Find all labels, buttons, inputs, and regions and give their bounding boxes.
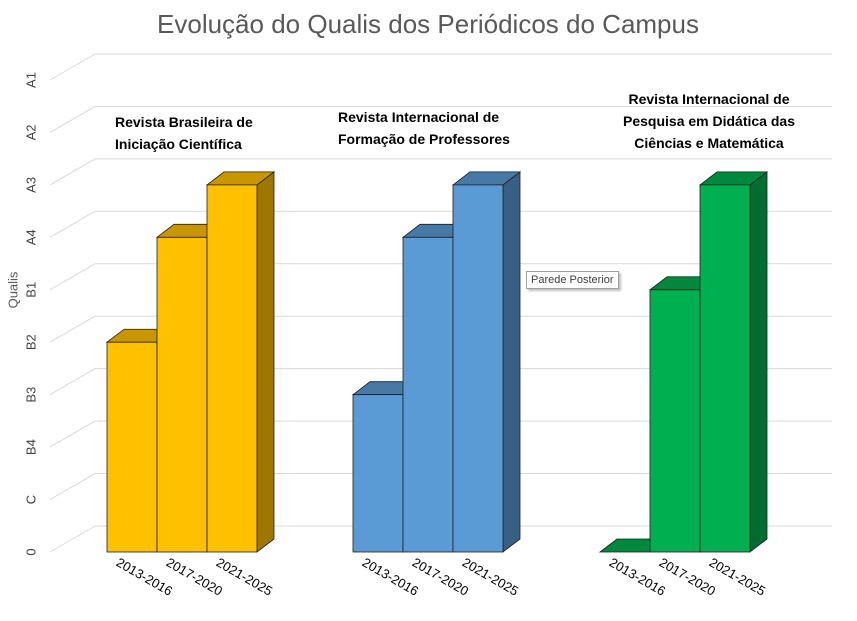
y-tick-label: A2: [23, 124, 38, 140]
y-tick-label: A4: [23, 229, 38, 245]
series-name: Revista Internacional de Pesquisa em Did…: [623, 91, 795, 151]
x-tick-label: 2021-2025: [707, 555, 768, 599]
grid-line: [49, 105, 832, 133]
grid-segment: [49, 106, 96, 133]
grid-segment: [49, 473, 96, 500]
grid-segment: [49, 210, 96, 238]
bar-front: [699, 184, 751, 553]
x-tick-label: 2021-2025: [460, 555, 521, 599]
grid-segment: [49, 525, 96, 553]
grid-segment: [49, 420, 96, 448]
grid-segment: [49, 263, 96, 291]
bar-front: [156, 236, 208, 553]
y-tick-label: C: [23, 495, 38, 504]
bar-side: [256, 171, 275, 553]
x-tick-label: 2013-2016: [114, 555, 175, 599]
bar-side: [749, 171, 768, 553]
y-tick-label: B1: [23, 282, 38, 298]
bar-front: [352, 394, 404, 553]
x-tick-label: 2017-2020: [164, 555, 225, 599]
y-tick-label: B2: [23, 334, 38, 350]
grid-line: [49, 158, 832, 186]
y-tick-label: A3: [23, 177, 38, 193]
bar-front: [402, 236, 454, 553]
bar-front: [206, 184, 258, 553]
x-tick-label: 2021-2025: [214, 555, 275, 599]
bar-side: [502, 171, 521, 553]
grid-segment: [49, 53, 96, 81]
grid-segment: [49, 315, 96, 343]
tooltip: Parede Posterior: [526, 271, 619, 289]
series-name: Revista Brasileira de Iniciação Científi…: [115, 114, 253, 152]
y-tick-label: 0: [23, 548, 38, 555]
grid-line: [49, 53, 832, 81]
bar: [205, 171, 276, 553]
chart-title: Evolução do Qualis dos Periódicos do Cam…: [157, 9, 699, 39]
grid-segment: [49, 368, 96, 396]
y-tick-label: B3: [23, 387, 38, 403]
y-axis-label: Qualis: [5, 271, 20, 308]
x-tick-label: 2013-2016: [360, 555, 421, 599]
bar-front: [452, 184, 504, 553]
grid-segment: [49, 158, 96, 186]
y-tick-label: B4: [23, 439, 38, 455]
bar-front: [649, 289, 701, 553]
bar: [451, 171, 522, 553]
x-tick-label: 2017-2020: [657, 555, 718, 599]
series-name: Revista Internacional de Formação de Pro…: [338, 109, 510, 147]
bar-front: [106, 341, 158, 553]
bar: [698, 171, 769, 553]
x-tick-label: 2017-2020: [410, 555, 471, 599]
y-tick-label: A1: [23, 72, 38, 88]
x-tick-label: 2013-2016: [607, 555, 668, 599]
